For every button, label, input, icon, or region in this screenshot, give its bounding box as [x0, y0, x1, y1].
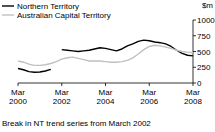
- x-tick-label-line: 2000: [9, 97, 27, 106]
- y-tick-label: 500: [197, 48, 211, 57]
- x-tick-label: Mar2008: [184, 88, 202, 106]
- x-tick-label-line: 2004: [97, 97, 115, 106]
- legend-swatch: [2, 14, 14, 15]
- x-tick-label: Mar2004: [97, 88, 115, 106]
- x-tick: [149, 83, 150, 86]
- x-tick-label-line: Mar: [186, 88, 200, 97]
- y-tick: [193, 83, 196, 84]
- x-tick-label: Mar2006: [140, 88, 158, 106]
- y-label: $m: [202, 1, 213, 10]
- legend-label: Northern Territory: [17, 2, 79, 11]
- series-line: [18, 40, 193, 72]
- footnote: Break in NT trend series from March 2002: [2, 119, 151, 128]
- series-line: [18, 45, 193, 65]
- y-tick-label: 750: [197, 32, 211, 41]
- x-tick-label: Mar2000: [9, 88, 27, 106]
- x-tick-label-line: Mar: [55, 88, 69, 97]
- x-tick: [105, 83, 106, 86]
- y-tick: [193, 51, 196, 52]
- y-tick: [193, 67, 196, 68]
- legend-swatch: [2, 5, 14, 6]
- y-tick: [193, 35, 196, 36]
- x-tick-label-line: Mar: [99, 88, 113, 97]
- y-tick-label: 250: [197, 63, 211, 72]
- x-tick-label-line: 2002: [53, 97, 71, 106]
- plot: [18, 40, 193, 72]
- y-tick-label: 0: [197, 79, 202, 88]
- y-tick-label: 1000: [197, 16, 215, 25]
- x-tick-label-line: 2008: [184, 97, 202, 106]
- x-tick-label-line: 2006: [140, 97, 158, 106]
- x-tick: [18, 83, 19, 86]
- chart: 02505007501000$mMar2000Mar2002Mar2004Mar…: [0, 0, 215, 132]
- x-tick: [193, 83, 194, 86]
- x-tick-label-line: Mar: [11, 88, 25, 97]
- y-tick: [193, 20, 196, 21]
- legend-label: Australian Capital Territory: [17, 11, 111, 20]
- x-tick-label-line: Mar: [142, 88, 156, 97]
- x-tick-label: Mar2002: [53, 88, 71, 106]
- x-tick: [61, 83, 62, 86]
